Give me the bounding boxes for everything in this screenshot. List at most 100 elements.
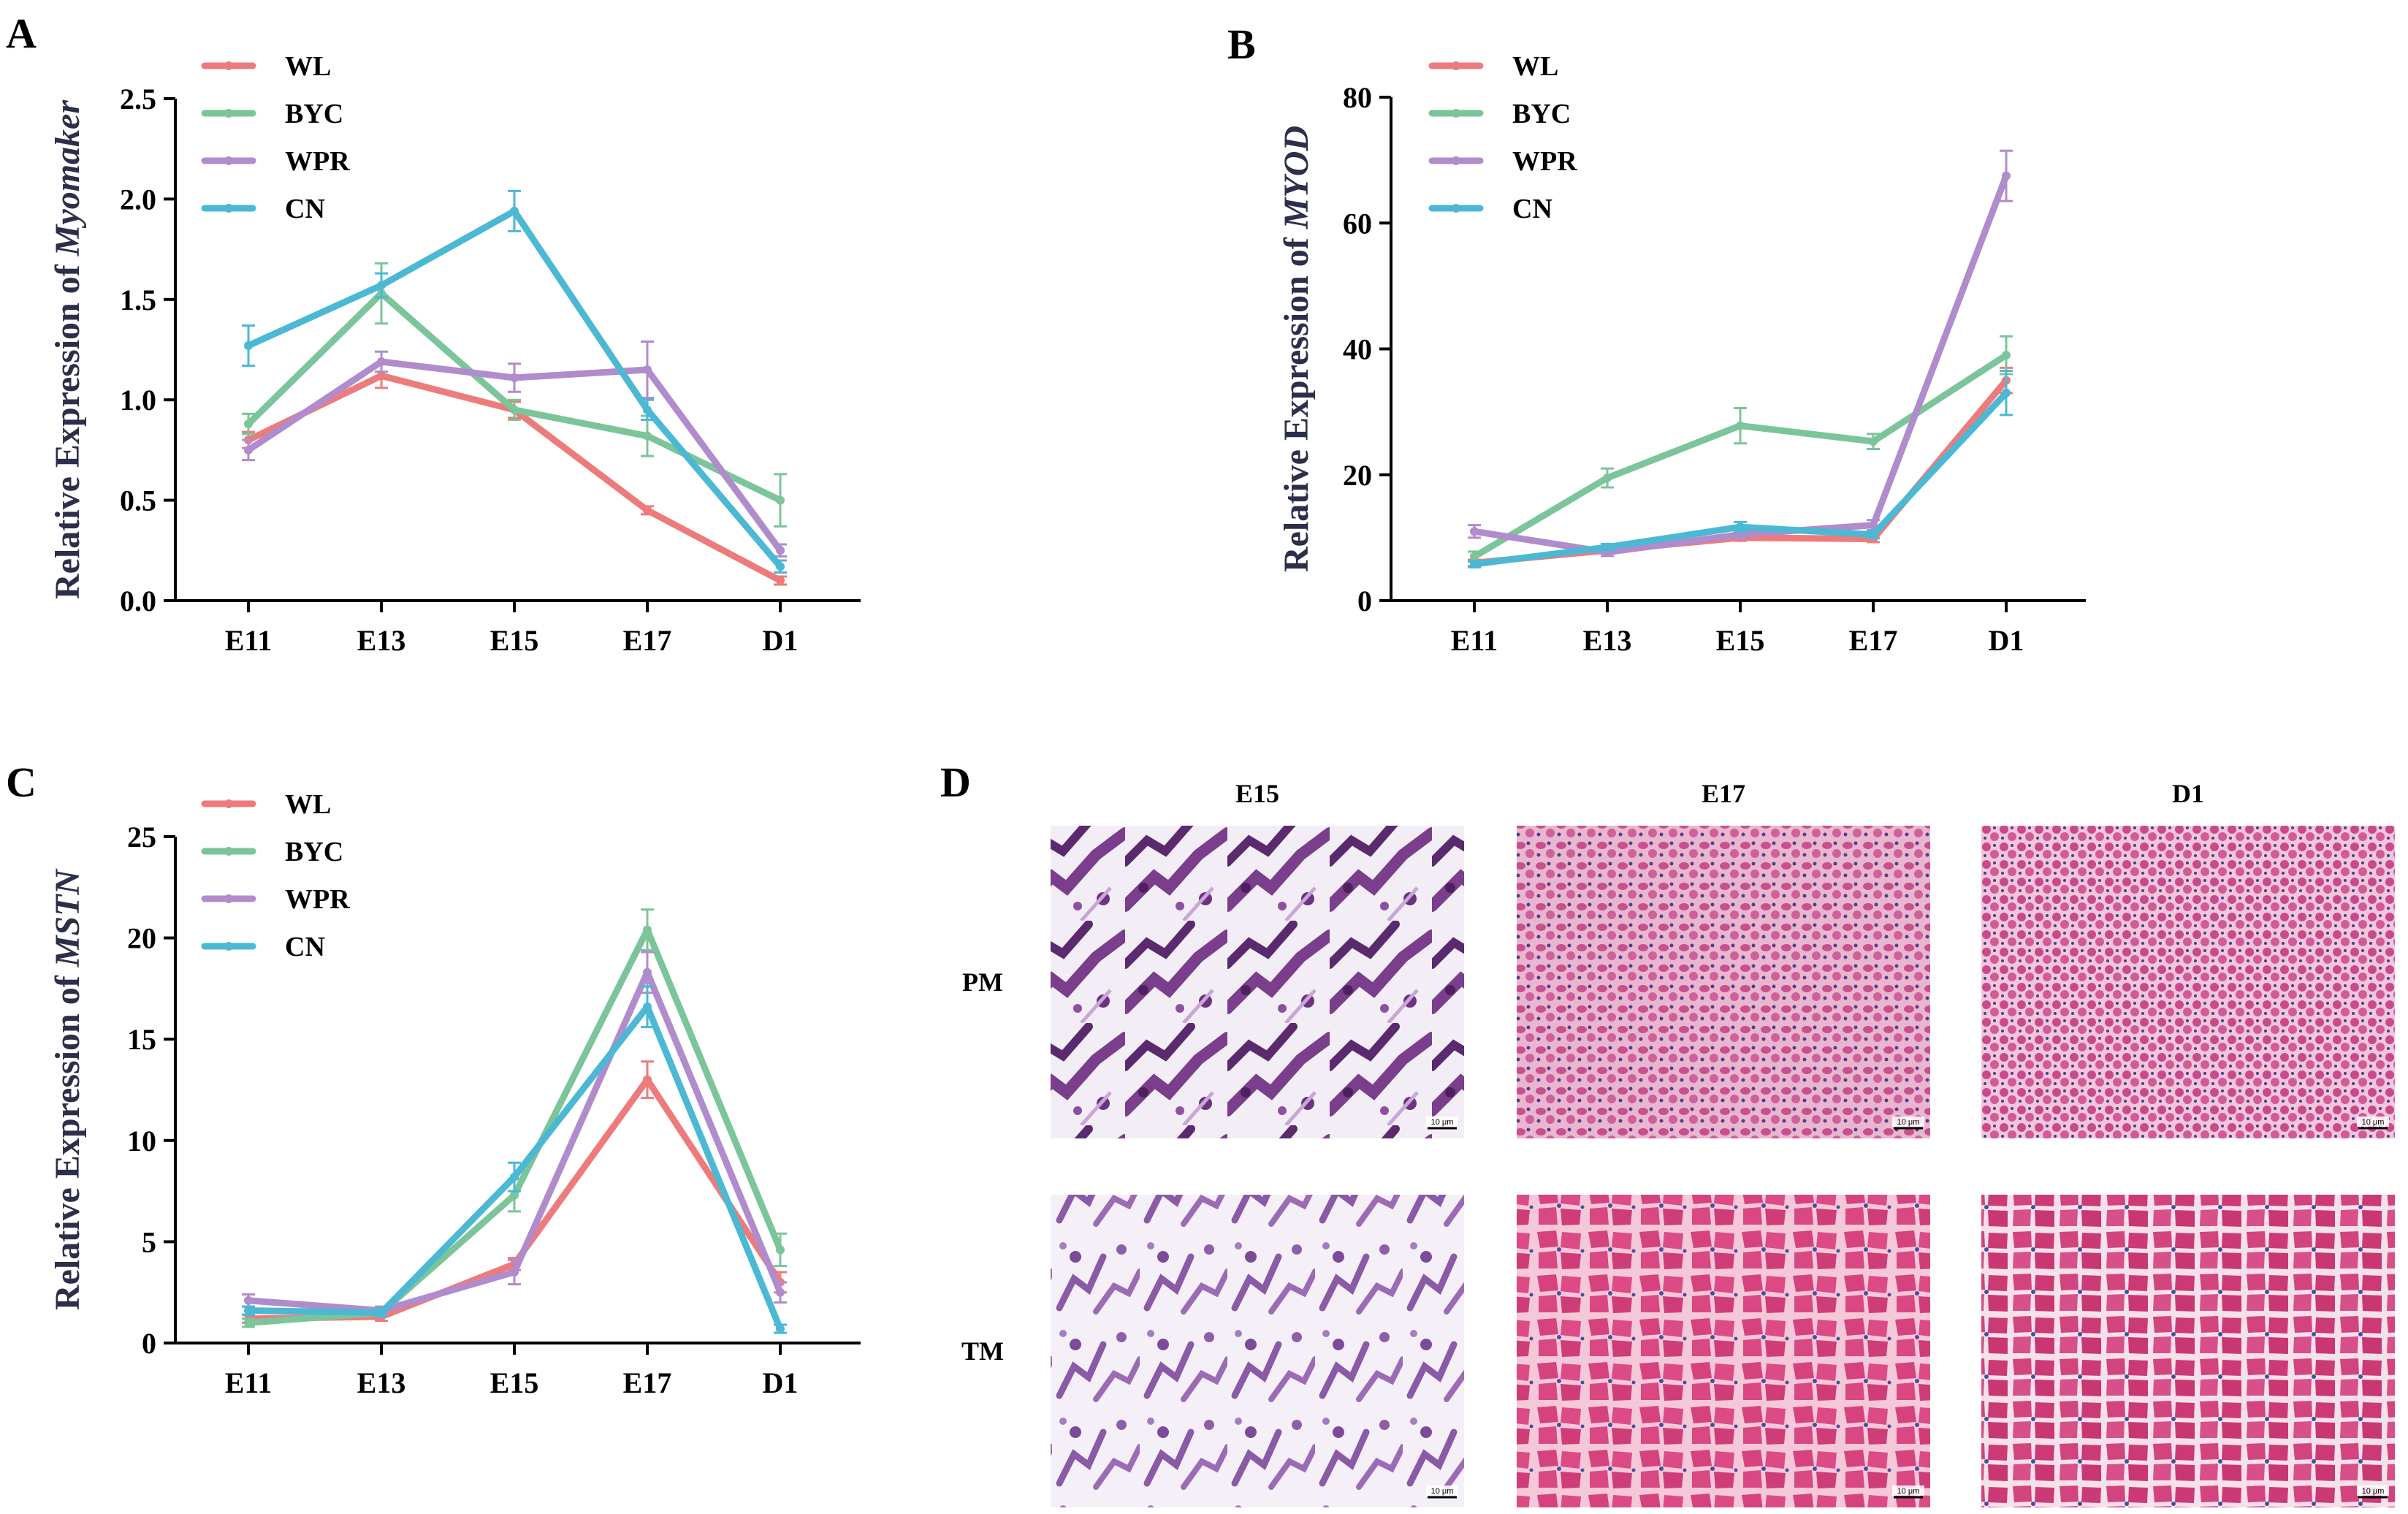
data-point: 0.17 bbox=[776, 562, 785, 571]
x-tick-label: E17 bbox=[623, 624, 672, 657]
y-axis-label-prefix: Relative Expression of bbox=[48, 967, 87, 1310]
scale-bar-bg bbox=[2357, 1486, 2389, 1496]
y-axis-label-gene: MSTN bbox=[48, 868, 87, 968]
data-point: 7.3 bbox=[510, 1190, 519, 1200]
y-tick-label: 40 bbox=[1343, 333, 1372, 366]
legend-entry: WPR bbox=[285, 884, 350, 915]
series-cn: 5.8 8.5 11.7 10.5 33 bbox=[1468, 370, 2013, 569]
x-tick-label: E11 bbox=[225, 1366, 272, 1399]
panel-letter: C bbox=[6, 758, 37, 806]
y-axis-label: Relative Expression of Myomaker bbox=[48, 99, 87, 599]
data-point: 33 bbox=[2002, 388, 2011, 397]
series-wpr: 117.710.51267.5 bbox=[1468, 149, 2013, 558]
legend-marker bbox=[224, 799, 233, 808]
legend-entry: CN bbox=[285, 932, 325, 962]
series-cn: 1.27 1.57 1.94 0.95 0.17 bbox=[242, 189, 787, 574]
data-point: 12 bbox=[1869, 520, 1878, 530]
data-point: 11 bbox=[1470, 527, 1479, 536]
y-tick-label: 20 bbox=[1343, 459, 1372, 492]
y-tick-label: 1.5 bbox=[120, 284, 156, 316]
data-point: 1.19 bbox=[377, 357, 386, 366]
y-axis-label-gene: MYOD bbox=[1277, 126, 1316, 229]
data-point: 0.5 bbox=[776, 495, 785, 505]
legend-marker bbox=[1452, 109, 1460, 118]
data-point: 25.3 bbox=[1869, 437, 1878, 446]
y-tick-label: 25 bbox=[127, 821, 156, 853]
series-byc: 0.881.530.950.820.5 bbox=[242, 262, 787, 528]
chart-panel-c: C 0 5 10 15 20 25 E11 E13 E15 E17 D1 Relative Expres… bbox=[6, 758, 861, 1399]
series-line bbox=[1471, 172, 2010, 556]
data-point: 1 bbox=[244, 1318, 253, 1328]
row-label: TM bbox=[961, 1336, 1004, 1366]
data-point: 13 bbox=[643, 1075, 652, 1084]
y-tick-label: 2.0 bbox=[120, 183, 156, 216]
legend-entry: WPR bbox=[1512, 146, 1577, 177]
data-point: 1.5 bbox=[377, 1308, 386, 1317]
legend-marker bbox=[224, 942, 233, 951]
scale-bar-label: 10 μm bbox=[2362, 1487, 2385, 1496]
data-point: 8.2 bbox=[510, 1172, 519, 1182]
data-point: 1.57 bbox=[377, 281, 386, 290]
scale-bar-label: 10 μm bbox=[2362, 1118, 2385, 1127]
y-tick-label: 0.5 bbox=[120, 484, 156, 517]
legend-entry: CN bbox=[1512, 194, 1552, 224]
column-label: D1 bbox=[2172, 779, 2204, 808]
data-point: 2.5 bbox=[776, 1287, 785, 1297]
legend-entry: WL bbox=[285, 789, 331, 820]
legend: WL BYC WPR CN bbox=[1428, 51, 1577, 224]
y-tick-label: 60 bbox=[1343, 207, 1372, 240]
x-tick-label: E13 bbox=[357, 1366, 406, 1399]
data-point: 39 bbox=[2002, 351, 2011, 360]
legend-marker bbox=[224, 156, 233, 165]
x-tick-label: E15 bbox=[490, 1366, 539, 1399]
legend-entry: WL bbox=[285, 51, 331, 82]
y-axis-label: Relative Expression of MSTN bbox=[48, 868, 87, 1310]
legend-marker bbox=[1452, 156, 1460, 165]
legend-marker bbox=[1452, 61, 1460, 70]
y-axis-label-prefix: Relative Expression of bbox=[1277, 229, 1316, 572]
data-point: 0.45 bbox=[643, 506, 652, 515]
data-point: 18.3 bbox=[643, 967, 652, 977]
y-axis-label: Relative Expression of MYOD bbox=[1277, 126, 1316, 572]
y-tick-label: 15 bbox=[127, 1023, 156, 1056]
data-point: 1.94 bbox=[510, 206, 519, 216]
legend: WL BYC WPR CN bbox=[201, 789, 350, 962]
scale-bar-bg bbox=[1426, 1117, 1458, 1127]
data-point: 19.5 bbox=[1603, 473, 1612, 483]
chart-panel-a: A 0.0 0.5 1.0 1.5 2.0 2.5 E11 E13 E15 E17 D1 Relativ… bbox=[6, 9, 861, 657]
data-point: 8.5 bbox=[1603, 542, 1612, 552]
micrograph-tm-e15: 10 μm bbox=[1051, 1195, 1464, 1507]
data-point: 3.5 bbox=[510, 1267, 519, 1277]
scale-bar-bg bbox=[1426, 1486, 1458, 1496]
data-point: 0.7 bbox=[776, 1324, 785, 1334]
legend-entry: BYC bbox=[285, 99, 343, 129]
micrograph-tm-e17: 10 μm bbox=[1517, 1195, 1930, 1507]
legend-marker bbox=[224, 847, 233, 856]
y-tick-label: 80 bbox=[1343, 81, 1372, 114]
legend-marker bbox=[224, 894, 233, 903]
x-tick-label: E13 bbox=[1583, 624, 1632, 657]
x-tick-label: E11 bbox=[225, 624, 272, 657]
row-label: PM bbox=[962, 967, 1003, 997]
x-tick-label: E13 bbox=[357, 624, 406, 657]
micrograph-image bbox=[1981, 1195, 2395, 1507]
legend-entry: WPR bbox=[285, 146, 350, 177]
data-point: 10.5 bbox=[1869, 530, 1878, 539]
micrograph-image bbox=[1051, 1195, 1464, 1507]
data-point: 0.88 bbox=[244, 419, 253, 429]
scale-bar-label: 10 μm bbox=[1897, 1487, 1920, 1496]
data-point: 2.1 bbox=[244, 1296, 253, 1305]
legend-entry: BYC bbox=[285, 837, 343, 867]
micrograph-image bbox=[1517, 826, 1930, 1138]
legend-marker bbox=[224, 61, 233, 70]
x-tick-label: E11 bbox=[1451, 624, 1498, 657]
data-point: 4.6 bbox=[776, 1245, 785, 1255]
micrograph-tm-d1: 10 μm bbox=[1981, 1195, 2395, 1507]
y-tick-label: 1.0 bbox=[120, 384, 156, 416]
data-point: 0.95 bbox=[510, 405, 519, 414]
x-tick-label: E15 bbox=[1716, 624, 1765, 657]
legend-entry: CN bbox=[285, 194, 325, 224]
data-point: 0.95 bbox=[643, 405, 652, 414]
micrograph-pm-e17: 10 μm bbox=[1517, 826, 1930, 1138]
